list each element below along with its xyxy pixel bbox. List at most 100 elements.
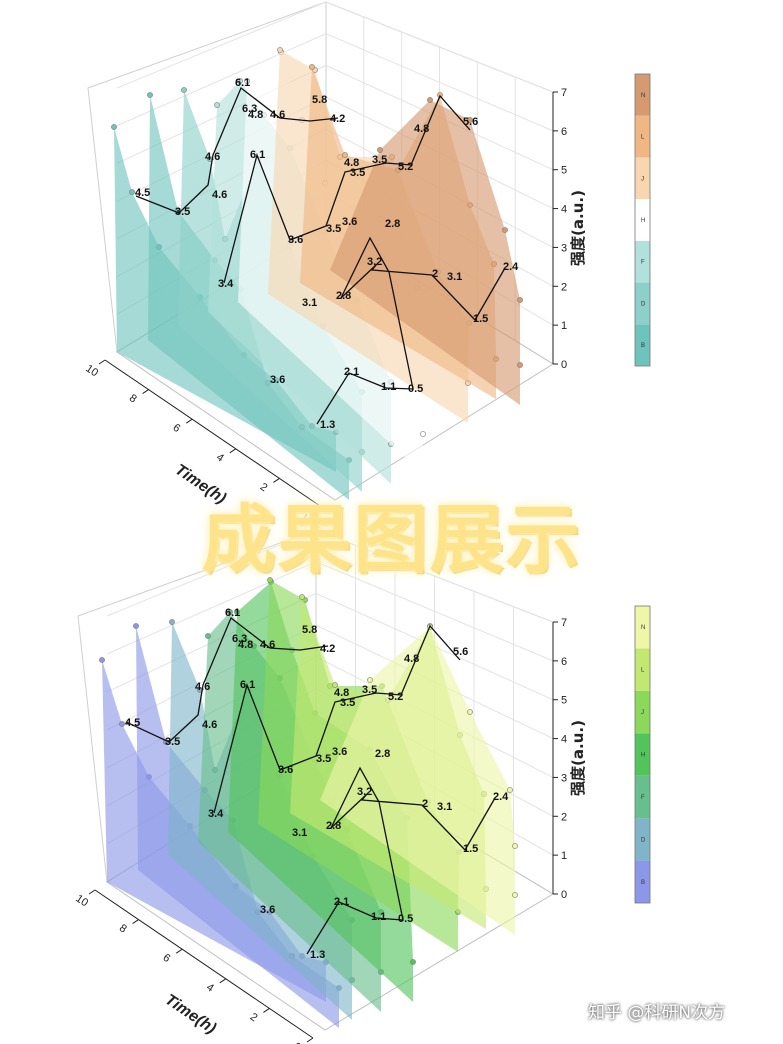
data-label: 3.6 [332,746,347,758]
data-label: 5.2 [388,691,403,703]
data-point [111,124,117,130]
data-label: 3.5 [340,697,355,709]
data-label: 1.1 [381,381,396,393]
data-point [309,64,315,70]
x-tick [273,477,280,483]
z-tick-label: 2 [561,811,567,823]
colorbar-label: B [641,880,645,886]
x-tick-label: 8 [127,392,139,405]
z-tick-label: 7 [561,87,567,99]
x-tick-label: 0 [301,511,313,524]
data-label: 5.8 [302,624,317,636]
colorbar-segment [635,648,650,691]
colorbar-segment [635,818,650,861]
banner: 成果图展示 [0,478,783,588]
chart-panel: 1.3 2.1 1.1 0.5 3.6 3.1 2.8 3.2 2 3.1 1.5 2.4 3.4 6.1… [83,1,651,524]
x-tick [132,919,139,925]
z-tick-label: 1 [561,850,567,862]
profile-line [316,236,506,425]
data-label: 4.2 [320,643,335,655]
colorbar-segment [635,74,650,116]
colorbar-label: J [641,710,644,716]
colorbar-label: H [641,753,645,759]
x-tick [219,978,227,984]
colorbar-segment [635,240,650,283]
watermark: 知乎 @科研N次方 [588,1003,726,1023]
data-label: 2 [432,268,438,280]
colorbar-segment [635,115,650,158]
data-label: 4.5 [125,717,140,729]
data-label: 2.8 [375,748,390,760]
data-label: 6.1 [250,149,265,161]
data-label: 6.1 [240,679,255,691]
data-point [181,87,187,93]
data-label: 0.5 [408,383,423,395]
data-label: 3.6 [278,764,293,776]
data-point [377,147,383,153]
z-tick-label: 5 [561,695,567,707]
data-label: 2.1 [334,896,349,908]
colorbar-label: F [641,795,645,801]
data-label: 5.2 [398,161,413,173]
data-point [410,959,416,965]
data-label: 3.5 [350,167,365,179]
profile-line [125,616,329,743]
data-label: 2.8 [385,218,400,230]
data-label: 3.2 [367,256,382,268]
colorbar-label: N [641,625,645,631]
data-label: 6.3 [242,103,257,115]
z-tick-label: 1 [561,320,567,332]
data-label: 6.3 [232,633,247,645]
colorbar-frame [634,605,651,904]
data-label: 4.8 [238,639,253,651]
colorbar-label: J [641,176,644,182]
z-tick-label: 2 [561,281,567,293]
data-label: 4.8 [334,687,349,699]
data-point [467,117,473,123]
data-point [467,709,473,715]
data-label: 5.6 [453,646,468,658]
data-label: 4.6 [270,109,285,121]
data-point [517,297,523,303]
data-label: 5.8 [312,94,327,106]
waterfall-slice [330,100,520,405]
colorbar-segment [635,775,650,819]
waterfall-slice [320,627,515,935]
data-label: 4.6 [195,681,210,693]
z-tick-label: 6 [561,656,567,668]
colorbar-label: D [641,837,646,843]
x-tick [316,507,324,513]
data-point [119,721,125,727]
data-point [512,892,518,898]
profile-line [306,766,496,955]
x-tick-label: 0 [291,1041,303,1044]
z-tick-label: 4 [561,204,567,216]
data-label: 2.4 [493,791,509,803]
data-label: 4.8 [404,653,419,665]
data-label: 3.5 [316,753,331,765]
profile-line [135,86,339,214]
data-label: 6.1 [225,607,240,619]
data-point [332,682,338,688]
data-point [277,47,283,53]
x-tick [185,418,193,424]
x-axis-title: Time(h) [162,991,219,1037]
colorbar-label: H [641,218,645,224]
data-label: 2.8 [326,820,341,832]
data-label: 0.5 [398,913,413,925]
data-point [427,97,433,103]
colorbar-label: F [641,260,645,266]
data-label: 3.6 [342,216,357,228]
colorbar-label: L [641,668,645,674]
data-label: 3.6 [288,234,303,246]
data-point [299,594,305,600]
data-label: 3.1 [292,827,307,839]
colorbar-label: N [641,93,645,99]
data-point [205,633,211,639]
z-tick-label: 4 [561,734,567,746]
x-tick [98,359,106,365]
data-label: 4.6 [202,719,217,731]
data-label: 4.5 [135,187,150,199]
data-label: 3.5 [175,206,190,218]
data-label: 2.8 [336,290,351,302]
